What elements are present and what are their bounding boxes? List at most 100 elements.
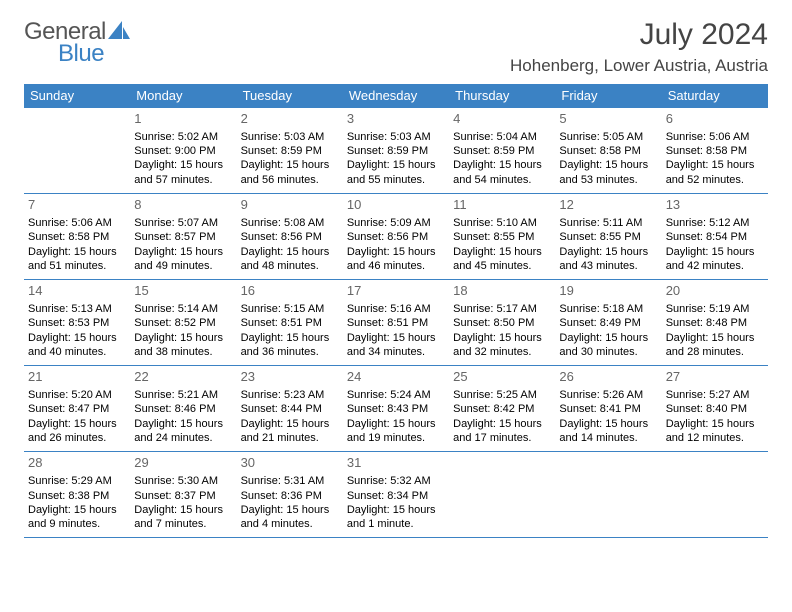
- sunset-text: Sunset: 8:46 PM: [134, 402, 232, 416]
- calendar-cell: 13Sunrise: 5:12 AMSunset: 8:54 PMDayligh…: [662, 194, 768, 280]
- location: Hohenberg, Lower Austria, Austria: [510, 56, 768, 76]
- weekday-header: Monday: [130, 84, 236, 108]
- daylight-text: Daylight: 15 hours and 40 minutes.: [28, 331, 126, 360]
- sunset-text: Sunset: 8:58 PM: [559, 144, 657, 158]
- daylight-text: Daylight: 15 hours and 28 minutes.: [666, 331, 764, 360]
- calendar-cell: 26Sunrise: 5:26 AMSunset: 8:41 PMDayligh…: [555, 366, 661, 452]
- sunset-text: Sunset: 8:56 PM: [241, 230, 339, 244]
- sunrise-text: Sunrise: 5:15 AM: [241, 302, 339, 316]
- calendar-cell: [662, 452, 768, 538]
- weekday-header: Thursday: [449, 84, 555, 108]
- daylight-text: Daylight: 15 hours and 32 minutes.: [453, 331, 551, 360]
- day-number: 5: [559, 111, 657, 128]
- daylight-text: Daylight: 15 hours and 4 minutes.: [241, 503, 339, 532]
- daylight-text: Daylight: 15 hours and 1 minute.: [347, 503, 445, 532]
- calendar-cell: 12 Sunrise: 5:11 AMSunset: 8:55 PMDayligh…: [555, 194, 661, 280]
- sunrise-text: Sunrise: 5:18 AM: [559, 302, 657, 316]
- sunrise-text: Sunrise: 5:24 AM: [347, 388, 445, 402]
- day-number: 12: [559, 197, 657, 214]
- sunset-text: Sunset: 8:50 PM: [453, 316, 551, 330]
- sunrise-text: Sunrise: 5:20 AM: [28, 388, 126, 402]
- weekday-header: Tuesday: [237, 84, 343, 108]
- sunrise-text: Sunrise: 5:21 AM: [134, 388, 232, 402]
- day-number: 6: [666, 111, 764, 128]
- daylight-text: Daylight: 15 hours and 9 minutes.: [28, 503, 126, 532]
- sunset-text: Sunset: 8:36 PM: [241, 489, 339, 503]
- daylight-text: Daylight: 15 hours and 12 minutes.: [666, 417, 764, 446]
- title-block: July 2024 Hohenberg, Lower Austria, Aust…: [510, 18, 768, 76]
- sunrise-text: Sunrise: 5:17 AM: [453, 302, 551, 316]
- daylight-text: Daylight: 15 hours and 14 minutes.: [559, 417, 657, 446]
- sunset-text: Sunset: 8:54 PM: [666, 230, 764, 244]
- calendar-cell: 2Sunrise: 5:03 AMSunset: 8:59 PMDaylight…: [237, 108, 343, 194]
- sunset-text: Sunset: 8:51 PM: [347, 316, 445, 330]
- calendar-cell: 10Sunrise: 5:09 AMSunset: 8:56 PMDayligh…: [343, 194, 449, 280]
- weekday-row: Sunday Monday Tuesday Wednesday Thursday…: [24, 84, 768, 108]
- daylight-text: Daylight: 15 hours and 53 minutes.: [559, 158, 657, 187]
- day-number: 3: [347, 111, 445, 128]
- calendar-cell: 6 Sunrise: 5:06 AMSunset: 8:58 PMDaylight…: [662, 108, 768, 194]
- sunrise-text: Sunrise: 5:08 AM: [241, 216, 339, 230]
- sunset-text: Sunset: 8:59 PM: [453, 144, 551, 158]
- day-number: 20: [666, 283, 764, 300]
- daylight-text: Daylight: 15 hours and 43 minutes.: [559, 245, 657, 274]
- daylight-text: Daylight: 15 hours and 45 minutes.: [453, 245, 551, 274]
- calendar-cell: 7Sunrise: 5:06 AMSunset: 8:58 PMDaylight…: [24, 194, 130, 280]
- sunset-text: Sunset: 8:59 PM: [241, 144, 339, 158]
- sunset-text: Sunset: 8:58 PM: [666, 144, 764, 158]
- sunrise-text: Sunrise: 5:06 AM: [666, 130, 764, 144]
- calendar-cell: 21Sunrise: 5:20 AMSunset: 8:47 PMDayligh…: [24, 366, 130, 452]
- sunset-text: Sunset: 8:44 PM: [241, 402, 339, 416]
- sunrise-text: Sunrise: 5:26 AM: [559, 388, 657, 402]
- calendar-cell: 19Sunrise: 5:18 AMSunset: 8:49 PMDayligh…: [555, 280, 661, 366]
- calendar-row: 28Sunrise: 5:29 AMSunset: 8:38 PMDayligh…: [24, 452, 768, 538]
- sunset-text: Sunset: 9:00 PM: [134, 144, 232, 158]
- sunset-text: Sunset: 8:52 PM: [134, 316, 232, 330]
- sunset-text: Sunset: 8:55 PM: [453, 230, 551, 244]
- day-number: 30: [241, 455, 339, 472]
- calendar-cell: 16 Sunrise: 5:15 AMSunset: 8:51 PMDayligh…: [237, 280, 343, 366]
- sunrise-text: Sunrise: 5:04 AM: [453, 130, 551, 144]
- daylight-text: Daylight: 15 hours and 36 minutes.: [241, 331, 339, 360]
- calendar-row: 1Sunrise: 5:02 AMSunset: 9:00 PMDaylight…: [24, 108, 768, 194]
- calendar-cell: 3Sunrise: 5:03 AMSunset: 8:59 PMDaylight…: [343, 108, 449, 194]
- sunrise-text: Sunrise: 5:05 AM: [559, 130, 657, 144]
- calendar-cell: 4Sunrise: 5:04 AMSunset: 8:59 PMDaylight…: [449, 108, 555, 194]
- day-number: 19: [559, 283, 657, 300]
- day-number: 15: [134, 283, 232, 300]
- sunset-text: Sunset: 8:43 PM: [347, 402, 445, 416]
- sunrise-text: Sunrise: 5:30 AM: [134, 474, 232, 488]
- weekday-header: Friday: [555, 84, 661, 108]
- sunrise-text: Sunrise: 5:09 AM: [347, 216, 445, 230]
- daylight-text: Daylight: 15 hours and 42 minutes.: [666, 245, 764, 274]
- header: General Blue July 2024 Hohenberg, Lower …: [24, 18, 768, 76]
- calendar-cell: 22Sunrise: 5:21 AMSunset: 8:46 PMDayligh…: [130, 366, 236, 452]
- daylight-text: Daylight: 15 hours and 54 minutes.: [453, 158, 551, 187]
- sunrise-text: Sunrise: 5:32 AM: [347, 474, 445, 488]
- daylight-text: Daylight: 15 hours and 56 minutes.: [241, 158, 339, 187]
- calendar-cell: 31Sunrise: 5:32 AMSunset: 8:34 PMDayligh…: [343, 452, 449, 538]
- sunset-text: Sunset: 8:51 PM: [241, 316, 339, 330]
- daylight-text: Daylight: 15 hours and 55 minutes.: [347, 158, 445, 187]
- sunrise-text: Sunrise: 5:03 AM: [347, 130, 445, 144]
- calendar-cell: 24Sunrise: 5:24 AMSunset: 8:43 PMDayligh…: [343, 366, 449, 452]
- sunrise-text: Sunrise: 5:11 AM: [559, 216, 657, 230]
- day-number: 16: [241, 283, 339, 300]
- calendar-cell: 1Sunrise: 5:02 AMSunset: 9:00 PMDaylight…: [130, 108, 236, 194]
- sunset-text: Sunset: 8:53 PM: [28, 316, 126, 330]
- calendar-cell: 27Sunrise: 5:27 AMSunset: 8:40 PMDayligh…: [662, 366, 768, 452]
- sunset-text: Sunset: 8:55 PM: [559, 230, 657, 244]
- daylight-text: Daylight: 15 hours and 21 minutes.: [241, 417, 339, 446]
- logo-sail-icon: [108, 21, 130, 39]
- day-number: 7: [28, 197, 126, 214]
- sunset-text: Sunset: 8:37 PM: [134, 489, 232, 503]
- daylight-text: Daylight: 15 hours and 52 minutes.: [666, 158, 764, 187]
- daylight-text: Daylight: 15 hours and 7 minutes.: [134, 503, 232, 532]
- day-number: 31: [347, 455, 445, 472]
- day-number: 23: [241, 369, 339, 386]
- day-number: 13: [666, 197, 764, 214]
- sunrise-text: Sunrise: 5:27 AM: [666, 388, 764, 402]
- calendar-cell: [24, 108, 130, 194]
- sunrise-text: Sunrise: 5:25 AM: [453, 388, 551, 402]
- month-title: July 2024: [510, 18, 768, 52]
